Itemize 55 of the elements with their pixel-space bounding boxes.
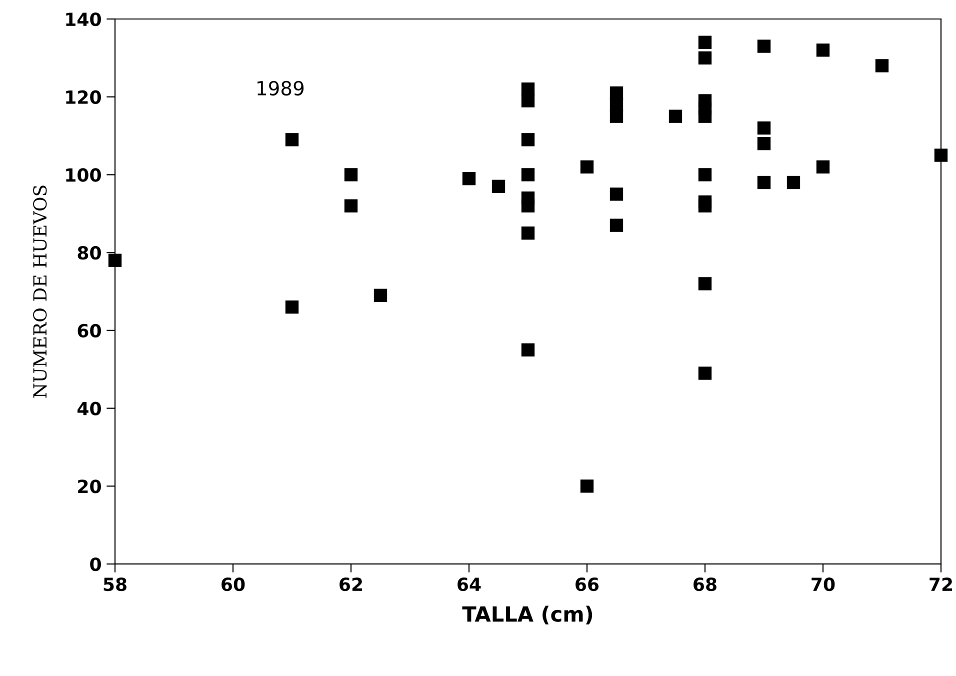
point [698, 168, 712, 182]
point [344, 199, 358, 212]
point [521, 168, 535, 182]
x-tick-label: 70 [812, 578, 835, 592]
point [610, 110, 624, 123]
point [816, 160, 830, 174]
point [285, 133, 299, 146]
y-tick-label: 60 [78, 324, 101, 338]
point [462, 172, 476, 186]
point [610, 218, 624, 232]
point [757, 121, 771, 135]
point [521, 226, 535, 240]
x-axis-title: TALLA (cm) [462, 606, 592, 624]
point [668, 110, 682, 123]
point [698, 51, 712, 65]
x-tick-label: 58 [104, 578, 126, 592]
point [521, 133, 535, 146]
point [698, 199, 712, 212]
x-tick-label: 62 [340, 578, 362, 592]
y-tick-label: 140 [66, 12, 101, 26]
point [698, 36, 712, 49]
y-tick-label: 80 [78, 246, 101, 260]
point [698, 110, 712, 123]
point [757, 176, 771, 190]
point [816, 44, 830, 57]
point [580, 480, 594, 493]
point [934, 148, 948, 162]
point [698, 277, 712, 290]
point [786, 176, 800, 190]
y-tick-label: 40 [78, 402, 101, 416]
point [521, 199, 535, 212]
point [698, 366, 712, 380]
y-axis-title: NUMERO DE HUEVOS [33, 186, 47, 398]
point [344, 168, 358, 182]
point [492, 180, 506, 193]
y-tick-label: 120 [66, 90, 101, 104]
x-tick-label: 60 [222, 578, 245, 592]
point [374, 288, 388, 302]
y-tick-label: 20 [78, 480, 101, 494]
point [521, 343, 535, 356]
y-tick-label: 0 [90, 557, 101, 572]
annotation: 1989 [258, 80, 304, 96]
point [521, 94, 535, 108]
point [757, 40, 771, 53]
point [875, 59, 889, 72]
x-tick-label: 68 [694, 578, 716, 592]
point [580, 160, 594, 174]
x-tick-label: 64 [458, 578, 481, 592]
x-tick-label: 66 [576, 578, 599, 592]
x-tick-label: 72 [930, 578, 952, 591]
point [108, 254, 122, 267]
point [285, 300, 299, 314]
point [757, 136, 771, 150]
point [610, 188, 624, 201]
y-tick-label: 100 [66, 168, 101, 182]
